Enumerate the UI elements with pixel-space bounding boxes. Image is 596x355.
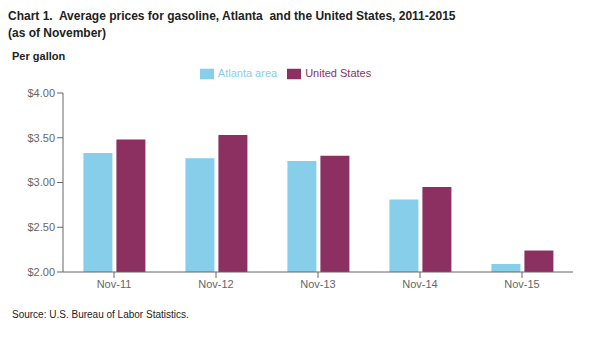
svg-text:$2.50: $2.50	[27, 221, 55, 233]
svg-text:Nov-12: Nov-12	[198, 278, 233, 290]
html-text:Source: U.S. Bureau of Labor S: Source: U.S. Bureau of Labor Statistics.	[12, 309, 189, 320]
svg-text:Nov-13: Nov-13	[300, 278, 335, 290]
html-text:Chart 1. Average prices for ga: Chart 1. Average prices for gasoline, At…	[8, 9, 456, 23]
html-text:United States: United States	[305, 67, 372, 79]
svg-text:$3.00: $3.00	[27, 176, 55, 188]
html-text:Per gallon: Per gallon	[12, 50, 66, 62]
svg-text:$3.50: $3.50	[27, 132, 55, 144]
svg-text:Nov-15: Nov-15	[504, 278, 539, 290]
svg-text:Nov-14: Nov-14	[402, 278, 437, 290]
svg-text:$4.00: $4.00	[27, 87, 55, 99]
html-text:Atlanta area: Atlanta area	[217, 67, 278, 79]
svg-text:$2.00: $2.00	[27, 266, 55, 278]
html-text:(as of November): (as of November)	[8, 26, 106, 40]
svg-text:Nov-11: Nov-11	[97, 278, 132, 290]
